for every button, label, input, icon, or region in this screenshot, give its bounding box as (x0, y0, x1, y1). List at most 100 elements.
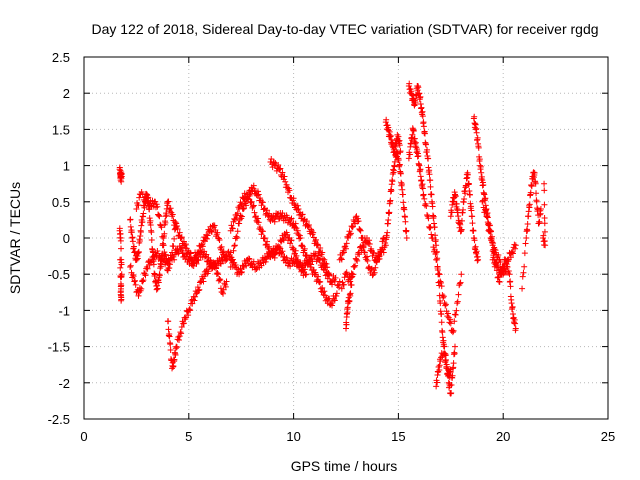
data-point (173, 220, 180, 227)
data-point (417, 166, 424, 173)
data-point (378, 246, 385, 253)
data-point (319, 249, 326, 256)
data-point (409, 131, 416, 138)
data-point (196, 279, 203, 286)
data-point (433, 383, 440, 390)
data-point (176, 336, 183, 343)
data-point (451, 343, 458, 350)
data-point (127, 216, 134, 223)
data-point (312, 238, 319, 245)
data-point (216, 237, 223, 244)
data-point (421, 195, 428, 202)
x-tick-label: 15 (391, 429, 405, 444)
data-point (175, 334, 182, 341)
data-point (347, 230, 354, 237)
data-point (331, 296, 338, 303)
data-point (212, 260, 219, 267)
data-point (406, 151, 413, 158)
data-point (211, 222, 218, 229)
data-point (541, 220, 548, 227)
y-tick-label: 0.5 (52, 195, 70, 210)
data-point (376, 253, 383, 260)
data-point (424, 146, 431, 153)
data-point (229, 225, 236, 232)
data-point (319, 255, 326, 262)
data-point (507, 254, 514, 261)
data-point (185, 312, 192, 319)
data-point (333, 290, 340, 297)
data-point (524, 227, 531, 234)
data-point (429, 203, 436, 210)
data-point (397, 170, 404, 177)
data-point (305, 260, 312, 267)
data-point (432, 232, 439, 239)
data-point (416, 162, 423, 169)
data-point (281, 173, 288, 180)
data-point (136, 284, 143, 291)
data-point (400, 199, 407, 206)
data-point (508, 249, 515, 256)
data-point (292, 220, 299, 227)
data-point (502, 256, 509, 263)
data-point (443, 361, 450, 368)
data-point (405, 155, 412, 162)
data-point (176, 229, 183, 236)
data-point (162, 252, 169, 259)
data-point (172, 219, 179, 226)
data-point (294, 206, 301, 213)
data-point (231, 215, 238, 222)
data-point (289, 221, 296, 228)
data-point (483, 213, 490, 220)
data-point (349, 224, 356, 231)
data-point (439, 292, 446, 299)
data-point (314, 241, 321, 248)
data-point (162, 219, 169, 226)
data-point (456, 280, 463, 287)
data-point (342, 243, 349, 250)
data-point (204, 232, 211, 239)
data-point (397, 148, 404, 155)
data-point (250, 202, 257, 209)
data-point (291, 224, 298, 231)
data-point (520, 269, 527, 276)
data-point (288, 215, 295, 222)
data-point (447, 368, 454, 375)
data-point (152, 204, 159, 211)
data-point (329, 302, 336, 309)
data-point (455, 213, 462, 220)
data-point (284, 257, 291, 264)
data-point (186, 306, 193, 313)
data-point (474, 134, 481, 141)
data-point (167, 341, 174, 348)
data-point (303, 218, 310, 225)
data-point (455, 291, 462, 298)
data-point (399, 191, 406, 198)
data-point (475, 256, 482, 263)
data-point (138, 222, 145, 229)
data-point (438, 354, 445, 361)
data-point (447, 213, 454, 220)
data-point (165, 198, 172, 205)
data-point (390, 167, 397, 174)
data-point (178, 234, 185, 241)
data-point (419, 185, 426, 192)
data-point (208, 228, 215, 235)
data-point (380, 235, 387, 242)
data-point (142, 272, 149, 279)
data-point (320, 291, 327, 298)
data-point (205, 268, 212, 275)
data-point (332, 274, 339, 281)
data-point (295, 206, 302, 213)
data-point (135, 292, 142, 299)
data-point (194, 284, 201, 291)
data-point (302, 271, 309, 278)
data-point (139, 218, 146, 225)
data-point (436, 271, 443, 278)
data-point (448, 209, 455, 216)
data-point (165, 326, 172, 333)
x-tick-label: 20 (496, 429, 510, 444)
y-tick-label: 1 (63, 159, 70, 174)
data-point (310, 229, 317, 236)
data-point (422, 141, 429, 148)
data-point (387, 132, 394, 139)
